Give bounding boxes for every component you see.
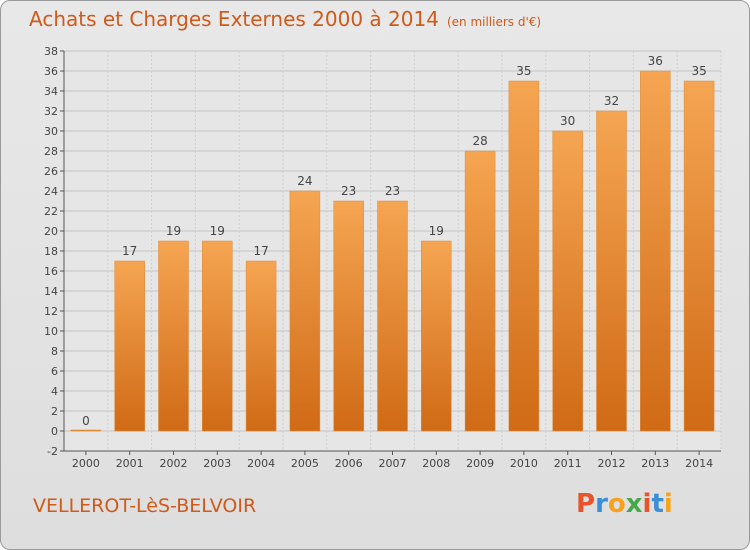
y-tick-label: 10 [44, 325, 58, 338]
x-tick-label-2001: 2001 [116, 457, 144, 470]
data-label-2006: 23 [341, 184, 356, 198]
bar-2013 [640, 70, 671, 432]
bar-2009 [464, 150, 496, 432]
x-tick-label-2009: 2009 [466, 457, 494, 470]
y-tick-label: 4 [51, 385, 58, 398]
bar-2011 [552, 130, 583, 432]
data-label-2004: 17 [253, 244, 268, 258]
y-tick-label: 34 [44, 85, 58, 98]
y-tick-label: 20 [44, 225, 58, 238]
chart-title-text: Achats et Charges Externes 2000 à 2014 [29, 7, 439, 31]
y-tick-label: -2 [47, 445, 58, 458]
y-tick-label: 28 [44, 145, 58, 158]
bars [70, 70, 715, 432]
axes: -202468101214161820222426283032343638200… [44, 45, 721, 470]
x-tick-label-2010: 2010 [510, 457, 538, 470]
y-tick-label: 0 [51, 425, 58, 438]
data-label-2011: 30 [560, 114, 575, 128]
x-tick-label-2013: 2013 [641, 457, 669, 470]
y-tick-label: 16 [44, 265, 58, 278]
x-tick-label-2008: 2008 [422, 457, 450, 470]
bar-2008 [421, 240, 452, 432]
y-tick-label: 26 [44, 165, 58, 178]
y-tick-label: 2 [51, 405, 58, 418]
logo-letter: o [607, 489, 626, 519]
logo-letter: r [595, 489, 608, 519]
labels: 0 17 19 19 17 24 23 23 19 28 35 30 32 36 35 [82, 54, 707, 428]
x-tick-label-2004: 2004 [247, 457, 275, 470]
bar-2000 [70, 429, 102, 432]
data-label-2010: 35 [516, 64, 531, 78]
x-tick-label-2011: 2011 [554, 457, 582, 470]
bar-2005 [289, 190, 321, 432]
logo-letter: i [642, 489, 652, 519]
data-label-2013: 36 [648, 54, 663, 68]
logo-letter: i [663, 489, 673, 519]
bar-2012 [596, 110, 627, 432]
bar-2004 [245, 260, 277, 432]
x-tick-label-2014: 2014 [685, 457, 713, 470]
data-label-2012: 32 [604, 94, 619, 108]
bar-2014 [683, 80, 715, 432]
chart-subtitle: (en milliers d'€) [446, 15, 542, 29]
logo-letter: P [576, 489, 596, 519]
bar-2002 [158, 240, 189, 432]
data-label-2007: 23 [385, 184, 400, 198]
x-tick-label-2007: 2007 [379, 457, 407, 470]
y-tick-label: 38 [44, 45, 58, 58]
x-tick-label-2002: 2002 [160, 457, 188, 470]
x-tick-label-2005: 2005 [291, 457, 319, 470]
chart-title: Achats et Charges Externes 2000 à 2014 (e… [29, 7, 541, 31]
data-label-2009: 28 [472, 134, 487, 148]
y-tick-label: 32 [44, 105, 58, 118]
y-tick-label: 18 [44, 245, 58, 258]
commune-name: VELLEROT-LèS-BELVOIR [33, 495, 257, 517]
bar-2001 [114, 260, 145, 432]
data-label-2002: 19 [166, 224, 181, 238]
y-tick-label: 30 [44, 125, 58, 138]
bar-2010 [508, 80, 540, 432]
y-tick-label: 12 [44, 305, 58, 318]
data-label-2001: 17 [122, 244, 137, 258]
logo-letter: x [625, 489, 643, 519]
x-tick-label-2012: 2012 [598, 457, 626, 470]
bar-2006 [333, 200, 364, 432]
y-tick-label: 22 [44, 205, 58, 218]
y-tick-label: 6 [51, 365, 58, 378]
x-tick-label-2003: 2003 [203, 457, 231, 470]
y-tick-label: 24 [44, 185, 58, 198]
y-tick-label: 36 [44, 65, 58, 78]
data-label-2008: 19 [429, 224, 444, 238]
data-label-2003: 19 [210, 224, 225, 238]
logo-letter: t [651, 489, 664, 519]
y-tick-label: 8 [51, 345, 58, 358]
data-label-2014: 35 [691, 64, 706, 78]
proxiti-logo: Proxiti [576, 489, 673, 519]
y-tick-label: 14 [44, 285, 58, 298]
bar-2003 [202, 240, 233, 432]
bar-2007 [377, 200, 408, 432]
x-tick-label-2006: 2006 [335, 457, 363, 470]
data-label-2000: 0 [82, 414, 90, 428]
x-tick-label-2000: 2000 [72, 457, 100, 470]
data-label-2005: 24 [297, 174, 312, 188]
